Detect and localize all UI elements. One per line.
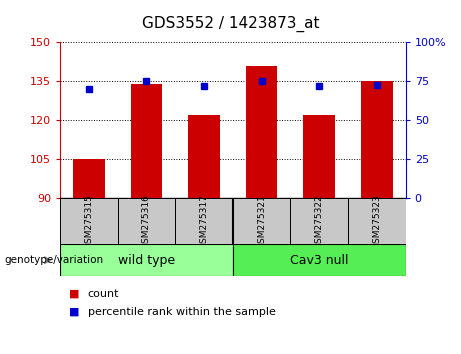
Bar [60,244,233,276]
Text: GSM275321: GSM275321 [257,194,266,249]
Bar [73,159,105,198]
Bar [303,115,335,198]
Text: GSM275317: GSM275317 [200,194,208,249]
Bar [246,66,278,198]
Text: percentile rank within the sample: percentile rank within the sample [88,307,276,316]
Text: genotype/variation: genotype/variation [5,255,104,265]
Text: Cav3 null: Cav3 null [290,254,349,267]
Bar [348,198,406,244]
Text: GSM275316: GSM275316 [142,194,151,249]
Text: GDS3552 / 1423873_at: GDS3552 / 1423873_at [142,16,319,32]
Bar [233,198,290,244]
Bar [60,198,118,244]
Bar [118,198,175,244]
Bar [188,115,220,198]
Bar [361,81,393,198]
Bar [130,84,162,198]
Text: GSM275323: GSM275323 [372,194,381,249]
Bar [290,198,348,244]
Text: wild type: wild type [118,254,175,267]
Text: ■: ■ [69,289,80,299]
Text: ■: ■ [69,307,80,316]
Text: GSM275322: GSM275322 [315,194,324,249]
Bar [233,244,406,276]
Text: GSM275315: GSM275315 [84,194,93,249]
Text: count: count [88,289,119,299]
Bar [175,198,233,244]
